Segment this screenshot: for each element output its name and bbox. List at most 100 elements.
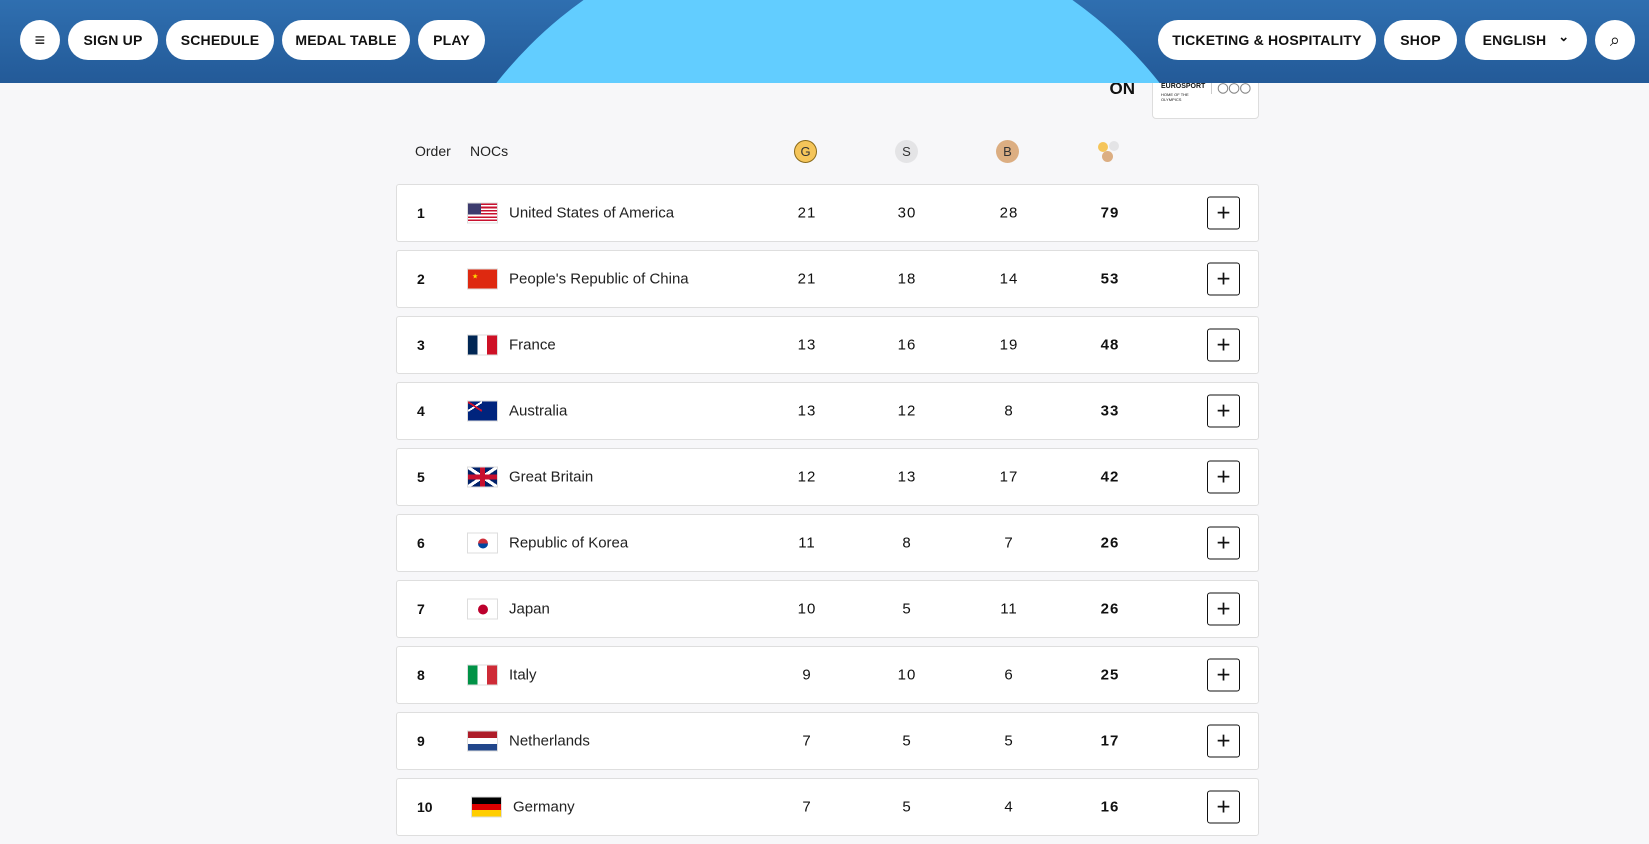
flag-detail (478, 538, 488, 549)
search-button[interactable]: ⌕ (1595, 20, 1635, 60)
medal-table-button[interactable]: MEDAL TABLE (282, 20, 410, 60)
schedule-button[interactable]: SCHEDULE (166, 20, 274, 60)
table-row[interactable]: 9 Netherlands 7 5 5 17 + (396, 712, 1259, 770)
play-button[interactable]: PLAY (418, 20, 485, 60)
silver-count: 10 (897, 666, 917, 684)
promo-text: ON (1110, 78, 1136, 100)
plus-icon: + (1216, 793, 1231, 820)
plus-icon: + (1216, 331, 1231, 358)
total-count: 79 (1100, 204, 1120, 222)
order: 6 (417, 535, 425, 551)
total-count: 16 (1100, 798, 1120, 816)
chevron-down-icon: ⌄ (1558, 29, 1570, 44)
menu-button[interactable]: ≡ (20, 20, 60, 60)
noc-name[interactable]: Great Britain (509, 468, 594, 486)
nocs-header[interactable]: NOCs (470, 143, 509, 159)
bronze-count: 28 (999, 204, 1019, 222)
flag-ita (467, 664, 498, 686)
table-row[interactable]: 5 Great Britain 12 13 17 42 + (396, 448, 1259, 506)
gold-count: 7 (802, 732, 812, 750)
order: 5 (417, 469, 425, 485)
plus-icon: + (1216, 199, 1231, 226)
noc-name[interactable]: Republic of Korea (509, 534, 629, 552)
table-row[interactable]: 7 Japan 10 5 11 26 + (396, 580, 1259, 638)
gold-count: 21 (797, 270, 817, 288)
bronze-count: 17 (999, 468, 1019, 486)
flag-ger (471, 796, 502, 818)
table-row[interactable]: 2 ★ People's Republic of China 21 18 14 … (396, 250, 1259, 308)
silver-count: 12 (897, 402, 917, 420)
order: 10 (417, 799, 433, 815)
gold-count: 10 (797, 600, 817, 618)
total-count: 26 (1100, 600, 1120, 618)
noc-name[interactable]: People's Republic of China (509, 270, 689, 288)
noc-name[interactable]: Germany (513, 798, 575, 816)
order: 4 (417, 403, 425, 419)
bronze-count: 11 (1000, 600, 1018, 618)
silver-header[interactable]: S (895, 140, 918, 163)
plus-icon: + (1216, 265, 1231, 292)
order-header[interactable]: Order (415, 143, 451, 159)
ticketing-hospitality-button[interactable]: TICKETING & HOSPITALITY (1158, 20, 1376, 60)
plus-icon: + (1216, 397, 1231, 424)
bronze-count: 14 (999, 270, 1019, 288)
noc-name[interactable]: Japan (509, 600, 550, 618)
flag-jpn (467, 598, 498, 620)
noc-name[interactable]: Italy (509, 666, 537, 684)
bronze-header[interactable]: B (996, 140, 1019, 163)
expand-button[interactable]: + (1207, 790, 1240, 824)
language-label: ENGLISH (1482, 32, 1547, 48)
noc-name[interactable]: Australia (509, 402, 568, 420)
expand-button[interactable]: + (1207, 658, 1240, 692)
expand-button[interactable]: + (1207, 394, 1240, 428)
expand-button[interactable]: + (1207, 724, 1240, 758)
expand-button[interactable]: + (1207, 526, 1240, 560)
table-row[interactable]: 4 Australia 13 12 8 33 + (396, 382, 1259, 440)
plus-icon: + (1216, 529, 1231, 556)
silver-count: 5 (902, 732, 912, 750)
hamburger-icon: ≡ (34, 29, 46, 50)
table-row[interactable]: 3 France 13 16 19 48 + (396, 316, 1259, 374)
total-count: 53 (1100, 270, 1120, 288)
expand-button[interactable]: + (1207, 460, 1240, 494)
noc-name[interactable]: France (509, 336, 556, 354)
flag-ned (467, 730, 498, 752)
total-medals-icon[interactable] (1098, 140, 1124, 164)
promo-line2: ON (1109, 79, 1136, 98)
shop-button[interactable]: SHOP (1384, 20, 1457, 60)
expand-button[interactable]: + (1207, 328, 1240, 362)
bronze-count: 6 (1004, 666, 1014, 684)
table-row[interactable]: 6 Republic of Korea 11 8 7 26 + (396, 514, 1259, 572)
expand-button[interactable]: + (1207, 592, 1240, 626)
silver-count: 5 (902, 600, 912, 618)
table-row[interactable]: 1 United States of America 21 30 28 79 + (396, 184, 1259, 242)
flag-aus (467, 400, 498, 422)
table-row[interactable]: 8 Italy 9 10 6 25 + (396, 646, 1259, 704)
order: 7 (417, 601, 425, 617)
expand-button[interactable]: + (1207, 196, 1240, 230)
table-row[interactable]: 10 Germany 7 5 4 16 + (396, 778, 1259, 836)
order: 1 (417, 205, 425, 221)
plus-icon: + (1216, 727, 1231, 754)
gold-count: 21 (797, 204, 817, 222)
total-count: 48 (1100, 336, 1120, 354)
table-header: Order NOCs G S B (396, 140, 1259, 164)
flag-fra (467, 334, 498, 356)
noc-name[interactable]: United States of America (509, 204, 675, 222)
silver-count: 18 (897, 270, 917, 288)
total-count: 26 (1100, 534, 1120, 552)
noc-name[interactable]: Netherlands (509, 732, 590, 750)
bronze-count: 19 (999, 336, 1019, 354)
silver-count: 5 (902, 798, 912, 816)
expand-button[interactable]: + (1207, 262, 1240, 296)
flag-detail (468, 467, 497, 487)
silver-count: 13 (897, 468, 917, 486)
gold-count: 12 (797, 468, 817, 486)
order: 3 (417, 337, 425, 353)
total-count: 25 (1100, 666, 1120, 684)
sign-up-button[interactable]: SIGN UP (68, 20, 158, 60)
flag-usa (467, 202, 498, 224)
gold-header[interactable]: G (794, 140, 817, 163)
flag-kor (467, 532, 498, 554)
language-select[interactable]: ENGLISH ⌄ (1465, 20, 1587, 60)
